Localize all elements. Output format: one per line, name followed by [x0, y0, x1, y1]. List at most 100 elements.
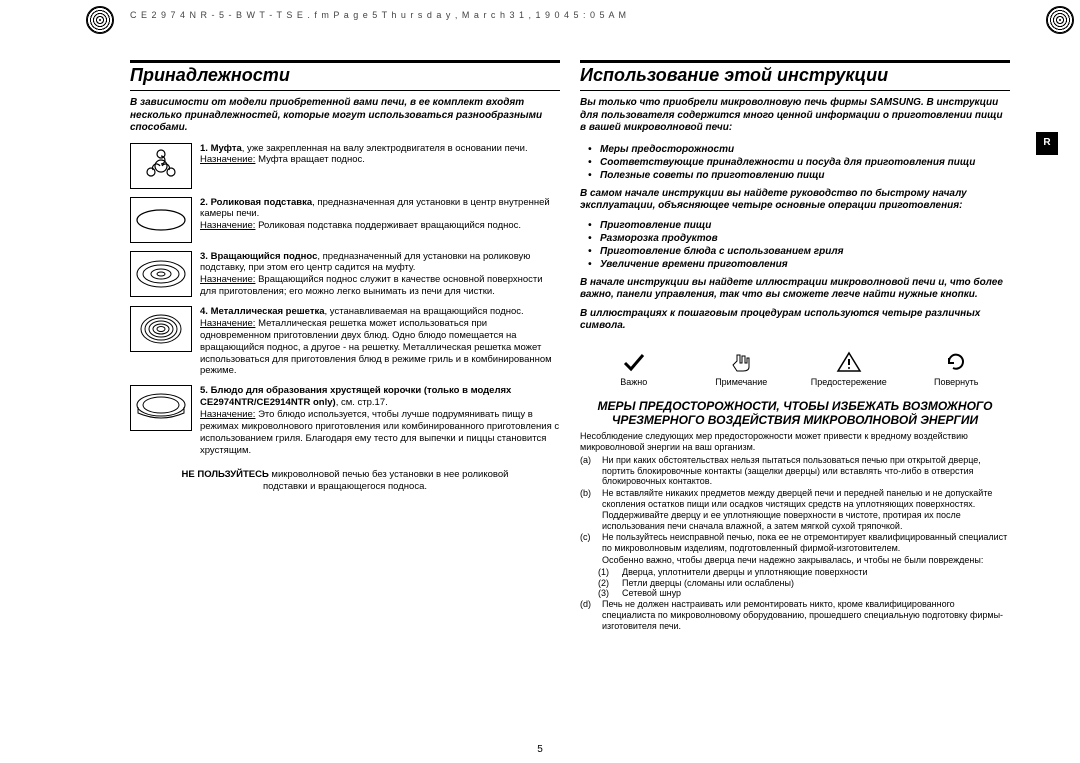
accessory-illustration-rack [130, 306, 192, 352]
warning-icon [835, 349, 863, 375]
bullet: Приготовление блюда с использованием гри… [600, 245, 1010, 258]
symbol-label: Повернуть [934, 377, 978, 387]
sub-item: (1) Дверца, уплотнители дверцы и уплотня… [580, 567, 1010, 578]
symbol-caution: Предостережение [814, 349, 884, 387]
sub-body: Сетевой шнур [622, 588, 681, 599]
accessory-row: 2. Роликовая подставка, предназначенная … [130, 197, 560, 243]
safety-intro: Несоблюдение следующих мер предосторожно… [580, 431, 1010, 453]
item-num: 4. [200, 306, 208, 317]
check-icon [620, 349, 648, 375]
item-name: Муфта [211, 143, 242, 154]
safety-body: Не вставляйте никаких предметов между дв… [602, 488, 1010, 531]
sub-marker: (3) [598, 588, 618, 599]
accessory-text: 1. Муфта, уже закрепленная на валу элект… [200, 143, 560, 189]
accessory-illustration-ring [130, 197, 192, 243]
safety-title: МЕРЫ ПРЕДОСТОРОЖНОСТИ, ЧТОБЫ ИЗБЕЖАТЬ ВО… [580, 399, 1010, 428]
item-name: Роликовая подставка [211, 197, 313, 208]
bullet: Увеличение времени приготовления [600, 258, 1010, 271]
left-title: Принадлежности [130, 60, 560, 91]
right-para3: В начале инструкции вы найдете иллюстрац… [580, 277, 1010, 302]
accessory-illustration-coupler [130, 143, 192, 189]
sub-marker: (1) [598, 567, 618, 578]
bullet: Соответствующие принадлежности и посуда … [600, 156, 1010, 169]
accessory-row: 1. Муфта, уже закрепленная на валу элект… [130, 143, 560, 189]
safety-body: Не пользуйтесь неисправной печью, пока е… [602, 532, 1010, 554]
corner-ornament-tr [1046, 6, 1074, 34]
bullet: Приготовление пищи [600, 219, 1010, 232]
item-rest: , см. стр.17. [336, 397, 388, 408]
item-num: 5. [200, 385, 208, 396]
right-column: Использование этой инструкции Вы только … [580, 60, 1010, 743]
symbol-note: Примечание [706, 349, 776, 387]
item-num: 2. [200, 197, 208, 208]
safety-body: Ни при каких обстоятельствах нельзя пыта… [602, 455, 1010, 487]
item-rest: , устанавливаемая на вращающийся поднос. [325, 306, 524, 317]
right-para2: В самом начале инструкции вы найдете рук… [580, 188, 1010, 213]
safety-item: (b) Не вставляйте никаких предметов межд… [580, 488, 1010, 531]
header-filename: C E 2 9 7 4 N R - 5 - B W T - T S E . f … [130, 10, 627, 20]
item-num: 1. [200, 143, 208, 154]
accessory-illustration-tray [130, 251, 192, 297]
accessory-row: 3. Вращающийся поднос, предназначенный д… [130, 251, 560, 299]
safety-body: Печь не должен настраивать или ремонтиро… [602, 599, 1010, 631]
left-warning: НЕ ПОЛЬЗУЙТЕСЬ микроволновой печью без у… [130, 469, 560, 494]
symbol-rotate: Повернуть [921, 349, 991, 387]
safety-body: Особенно важно, чтобы дверца печи надежн… [602, 555, 1010, 566]
symbol-label: Важно [620, 377, 647, 387]
symbol-label: Предостережение [811, 377, 887, 387]
item-label: Назначение: [200, 220, 255, 231]
item-label: Назначение: [200, 318, 255, 329]
hand-icon [727, 349, 755, 375]
sub-body: Дверца, уплотнители дверцы и уплотняющие… [622, 567, 867, 578]
page-content: Принадлежности В зависимости от модели п… [130, 60, 1010, 743]
left-column: Принадлежности В зависимости от модели п… [130, 60, 560, 743]
item-name: Металлическая решетка [211, 306, 325, 317]
item-purpose: Муфта вращает поднос. [258, 154, 365, 165]
item-num: 3. [200, 251, 208, 262]
page-number: 5 [537, 744, 543, 755]
marker: (b) [580, 488, 598, 531]
corner-ornament-tl [86, 6, 114, 34]
left-intro: В зависимости от модели приобретенной ва… [130, 97, 560, 135]
marker: (d) [580, 599, 598, 631]
sub-body: Петли дверцы (сломаны или ослаблены) [622, 578, 794, 589]
safety-item: (a) Ни при каких обстоятельствах нельзя … [580, 455, 1010, 487]
rotate-icon [942, 349, 970, 375]
marker [580, 555, 598, 566]
accessory-text: 2. Роликовая подставка, предназначенная … [200, 197, 560, 243]
accessory-row: 4. Металлическая решетка, устанавливаема… [130, 306, 560, 377]
sub-item: (2) Петли дверцы (сломаны или ослаблены) [580, 578, 1010, 589]
bullet: Разморозка продуктов [600, 232, 1010, 245]
bullet: Полезные советы по приготовлению пищи [600, 169, 1010, 182]
safety-item: (c) Не пользуйтесь неисправной печью, по… [580, 532, 1010, 554]
accessory-row: 5. Блюдо для образования хрустящей короч… [130, 385, 560, 456]
sub-item: (3) Сетевой шнур [580, 588, 1010, 599]
item-rest: , уже закрепленная на валу электродвигат… [242, 143, 528, 154]
marker: (c) [580, 532, 598, 554]
right-title: Использование этой инструкции [580, 60, 1010, 91]
safety-item: (d) Печь не должен настраивать или ремон… [580, 599, 1010, 631]
safety-item: Особенно важно, чтобы дверца печи надежн… [580, 555, 1010, 566]
item-purpose: Роликовая подставка поддерживает вращающ… [258, 220, 521, 231]
bullets-1: Меры предосторожности Соответствующие пр… [580, 143, 1010, 182]
accessory-text: 5. Блюдо для образования хрустящей короч… [200, 385, 560, 456]
sub-marker: (2) [598, 578, 618, 589]
right-intro: Вы только что приобрели микроволновую пе… [580, 97, 1010, 135]
item-label: Назначение: [200, 154, 255, 165]
warning-rest: микроволновой печью без установки в нее … [263, 469, 508, 492]
accessory-illustration-crisp-plate [130, 385, 192, 431]
right-para4: В иллюстрациях к пошаговым процедурам ис… [580, 308, 1010, 333]
tab-divider [1036, 154, 1058, 164]
safety-list: (a) Ни при каких обстоятельствах нельзя … [580, 455, 1010, 633]
bullets-2: Приготовление пищи Разморозка продуктов … [580, 219, 1010, 271]
item-name: Вращающийся поднос [211, 251, 318, 262]
item-label: Назначение: [200, 274, 255, 285]
symbol-row: Важно Примечание Предостережение Поверну… [580, 349, 1010, 387]
symbol-important: Важно [599, 349, 669, 387]
marker: (a) [580, 455, 598, 487]
accessory-text: 4. Металлическая решетка, устанавливаема… [200, 306, 560, 377]
bullet: Меры предосторожности [600, 143, 1010, 156]
warning-bold: НЕ ПОЛЬЗУЙТЕСЬ [182, 469, 269, 480]
item-label: Назначение: [200, 409, 255, 420]
accessory-text: 3. Вращающийся поднос, предназначенный д… [200, 251, 560, 299]
